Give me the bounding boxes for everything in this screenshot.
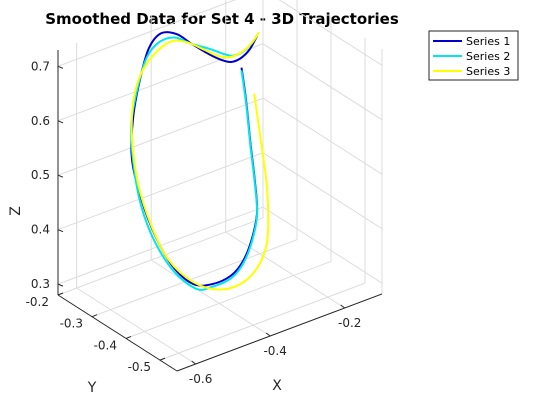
series-lines [130,31,270,291]
y-tick-mark [159,357,166,361]
legend-label-1: Series 1 [466,35,510,48]
z-tick-mark [57,174,64,178]
grid-line-floor-y [125,260,332,339]
z-tick-mark [57,120,64,124]
z-tick-label: 0.5 [31,168,50,182]
x-tick-mark [340,304,346,309]
grid-line-side-z [278,0,383,66]
y-tick-mark [91,314,98,318]
y-tick-label: -0.2 [26,295,49,309]
axes-box [57,50,383,372]
grid-line-floor-y [91,239,298,318]
x-tick-mark [265,332,271,337]
y-tick-label: -0.3 [60,317,83,331]
z-tick-label: 0.7 [31,59,50,73]
series-line-3 [130,31,270,291]
y-tick-mark [125,335,132,339]
x-axis-label: X [272,378,282,394]
chart-title: Smoothed Data for Set 4 - 3D Trajectorie… [45,10,399,28]
y-axis-label: Y [87,380,97,396]
z-tick-mark [57,65,64,69]
y-tick-mark [57,292,64,296]
grid-line-back-z [57,152,264,231]
legend: Series 1 Series 2 Series 3 [428,30,519,81]
y-axis-line [57,294,178,372]
z-tick-label: 0.3 [31,277,50,291]
y-tick-label: -0.5 [128,360,151,374]
grid-line-floor-x [225,231,345,309]
axis-ticks: -0.6 -0.4 -0.2 -0.5 -0.4 -0.3 -0.2 0.3 0.4 0.5 0.6… [26,59,362,386]
x-tick-label: -0.6 [189,372,212,386]
grid-line-floor-x [76,287,196,365]
legend-label-3: Series 3 [466,65,510,78]
y-tick-label: -0.4 [94,338,117,352]
grid-line-floor-y [57,217,264,296]
grid-line-side-z [262,43,383,121]
grid-line-side-z [262,206,383,284]
grid-line-back-z [57,0,237,67]
x-tick-label: -0.4 [263,344,286,358]
grid-line-back-z [57,97,264,176]
grid-line-side-z [262,97,383,175]
x-tick-mark [191,360,196,365]
z-tick-mark [57,229,64,233]
z-tick-mark [57,283,64,287]
x-axis-line [176,293,383,372]
axes-grid [57,0,383,365]
legend-label-2: Series 2 [466,50,510,63]
z-tick-label: 0.4 [31,223,50,237]
grid-line-floor-y [159,282,366,361]
series-line-2 [130,31,260,291]
grid-line-floor-x [150,259,271,337]
z-tick-label: 0.6 [31,114,50,128]
x-tick-label: -0.2 [338,316,361,330]
grid-line-side-z [262,152,383,230]
z-axis-label: Z [8,206,24,216]
